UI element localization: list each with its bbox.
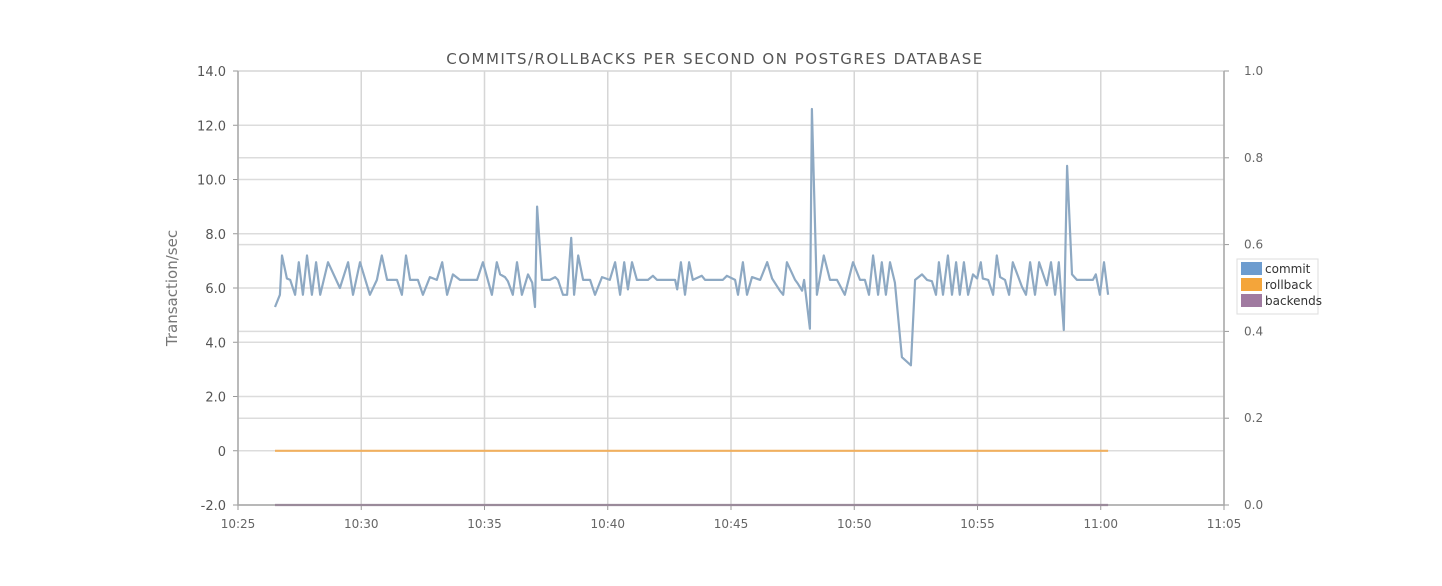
y2-tick-label: 0.2 bbox=[1244, 411, 1263, 425]
y2-tick-label: 0.4 bbox=[1244, 324, 1263, 338]
y-tick-label: -2.0 bbox=[201, 499, 226, 514]
y-tick-label: 4.0 bbox=[205, 336, 226, 351]
legend-label-backends: backends bbox=[1265, 294, 1322, 308]
y-tick-label: 14.0 bbox=[197, 65, 226, 80]
y-tick-label: 12.0 bbox=[197, 119, 226, 134]
legend-swatch-rollback bbox=[1241, 278, 1262, 291]
series-lines bbox=[273, 107, 1110, 507]
y-tick-label: 2.0 bbox=[205, 391, 226, 406]
y2-tick-label: 1.0 bbox=[1244, 64, 1263, 78]
y-tick-label: 0 bbox=[218, 445, 226, 460]
x-tick-label: 10:45 bbox=[714, 517, 749, 531]
axes: 14.0 12.0 10.0 8.0 6.0 4.0 2.0 0 -2.0 1.0 0.8 0.6 0.… bbox=[197, 64, 1263, 531]
y-axis-label: Transaction/sec bbox=[163, 230, 181, 347]
x-tick-label: 11:00 bbox=[1083, 517, 1118, 531]
series-line-commit bbox=[273, 107, 1110, 367]
y-tick-label: 10.0 bbox=[197, 174, 226, 189]
x-tick-label: 10:40 bbox=[590, 517, 625, 531]
x-tick-label: 10:50 bbox=[837, 517, 872, 531]
x-tick-label: 10:30 bbox=[344, 517, 379, 531]
legend: commit rollback backends bbox=[1236, 258, 1322, 315]
legend-label-rollback: rollback bbox=[1265, 278, 1312, 292]
legend-swatch-commit bbox=[1241, 262, 1262, 275]
x-tick-label: 11:05 bbox=[1207, 517, 1242, 531]
y-tick-label: 8.0 bbox=[205, 228, 226, 243]
y2-tick-label: 0.0 bbox=[1244, 498, 1263, 512]
chart-title: COMMITS/ROLLBACKS PER SECOND ON POSTGRES… bbox=[446, 50, 984, 68]
y2-tick-label: 0.8 bbox=[1244, 151, 1263, 165]
grid bbox=[237, 70, 1225, 506]
legend-label-commit: commit bbox=[1265, 262, 1311, 276]
legend-swatch-backends bbox=[1241, 294, 1262, 307]
y2-tick-label: 0.6 bbox=[1244, 238, 1263, 252]
y-tick-label: 6.0 bbox=[205, 282, 226, 297]
x-tick-label: 10:25 bbox=[221, 517, 256, 531]
x-tick-label: 10:35 bbox=[467, 517, 502, 531]
x-tick-label: 10:55 bbox=[960, 517, 995, 531]
